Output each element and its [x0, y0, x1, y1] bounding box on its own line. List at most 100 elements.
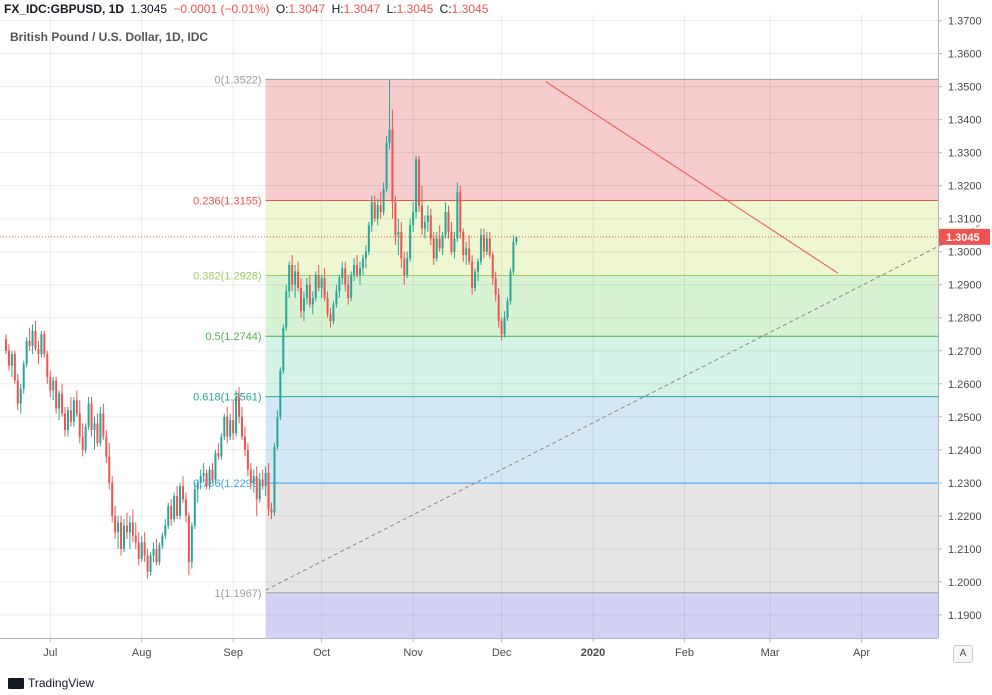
candle-body — [61, 393, 64, 414]
candle-body — [415, 159, 418, 213]
candle-body — [297, 271, 300, 289]
candle-body — [376, 205, 379, 219]
candle-body — [108, 456, 111, 483]
candle-body — [320, 278, 323, 289]
brand-name: TradingView — [28, 676, 95, 690]
candle-body — [66, 410, 69, 430]
tradingview-brand[interactable]: TradingView — [8, 676, 94, 690]
candle-body — [22, 363, 25, 389]
tradingview-logo-icon — [8, 677, 24, 689]
candle-body — [173, 496, 176, 520]
candle-body — [243, 436, 246, 450]
candle-body — [52, 380, 55, 391]
candle-body — [441, 235, 444, 249]
candle-body — [388, 129, 391, 143]
candle-body — [7, 350, 10, 366]
symbol-name[interactable]: FX_IDC:GBPUSD, 1D — [4, 2, 125, 16]
fib-level-label: 1(1.1967) — [215, 588, 262, 600]
candle-body — [246, 449, 249, 470]
y-tick-label: 1.3200 — [948, 181, 982, 193]
candle-body — [96, 423, 99, 444]
candle-body — [81, 436, 84, 450]
candle-body — [211, 469, 214, 480]
candle-body — [305, 284, 308, 298]
candle-body — [241, 416, 243, 437]
current-price: 1.3045 — [0, 228, 990, 245]
fib-level-label: 0.236(1.3155) — [193, 196, 262, 208]
candle-body — [482, 235, 485, 252]
candle-body — [87, 403, 90, 427]
candle-body — [329, 314, 332, 322]
candle-body — [214, 453, 217, 480]
candle-body — [105, 436, 108, 457]
candle-body — [379, 205, 382, 213]
candle-body — [264, 472, 267, 487]
candle-body — [391, 129, 394, 203]
candle-body — [46, 354, 49, 378]
candle-body — [34, 330, 37, 350]
candle-body — [131, 522, 134, 536]
candle-body — [356, 264, 359, 275]
auto-scale-button[interactable]: A — [953, 645, 973, 663]
candle-body — [300, 288, 302, 312]
x-tick-label: Feb — [675, 647, 694, 659]
candle-body — [273, 446, 276, 513]
y-tick-label: 1.2000 — [948, 577, 982, 589]
candle-body — [394, 202, 397, 236]
y-tick-label: 1.3500 — [948, 82, 982, 94]
candle-body — [184, 499, 187, 516]
high-value: 1.3047 — [343, 2, 381, 16]
candle-body — [438, 238, 441, 249]
candle-body — [199, 476, 202, 483]
open-label: O: — [275, 2, 289, 16]
candle-body — [462, 231, 465, 256]
candle-body — [412, 212, 415, 226]
candle-body — [202, 472, 205, 477]
candle-body — [515, 236, 518, 242]
candle-body — [444, 212, 447, 236]
price-change: −0.0001 (−0.01%) — [173, 2, 270, 16]
candle-body — [5, 339, 7, 351]
open-value: 1.3047 — [288, 2, 326, 16]
chart-title: British Pound / U.S. Dollar, 1D, IDC — [10, 30, 209, 44]
candle-body — [418, 159, 420, 206]
candle-body — [78, 413, 81, 437]
candle-body — [397, 231, 400, 236]
candle-body — [367, 225, 370, 252]
fib-zone — [265, 483, 939, 593]
candle-body — [506, 301, 509, 318]
candle-body — [332, 304, 335, 322]
x-tick-label: Jul — [43, 647, 57, 659]
high-label: H: — [331, 2, 344, 16]
candle-body — [403, 258, 406, 275]
candle-body — [270, 509, 273, 513]
candle-body — [426, 215, 429, 222]
candle-body — [364, 251, 367, 259]
candle-body — [500, 321, 503, 335]
candle-body — [69, 410, 72, 422]
x-tick-label: Mar — [761, 647, 780, 659]
candle-body — [279, 370, 282, 417]
candle-body — [459, 192, 462, 232]
fib-level-label: 0.5(1.2744) — [205, 331, 261, 343]
candle-body — [10, 354, 13, 366]
candle-body — [308, 284, 311, 305]
candle-body — [385, 142, 388, 189]
candle-body — [409, 225, 412, 259]
candle-body — [400, 231, 403, 259]
axes: 1.3700 1.3600 1.3500 1.3400 1.3300 1.3200 1.31… — [0, 0, 982, 659]
candle-body — [220, 436, 223, 457]
y-tick-label: 1.3700 — [948, 16, 982, 28]
y-tick-label: 1.2800 — [948, 313, 982, 325]
candle-body — [359, 268, 361, 275]
candle-body — [205, 472, 208, 487]
fib-zones — [265, 79, 939, 638]
candle-body — [432, 238, 435, 259]
candle-body — [37, 349, 40, 355]
candle-body — [491, 255, 494, 279]
y-tick-label: 1.2300 — [948, 478, 982, 490]
candle-body — [182, 486, 184, 500]
candle-body — [512, 241, 515, 272]
low-value: 1.3045 — [396, 2, 434, 16]
